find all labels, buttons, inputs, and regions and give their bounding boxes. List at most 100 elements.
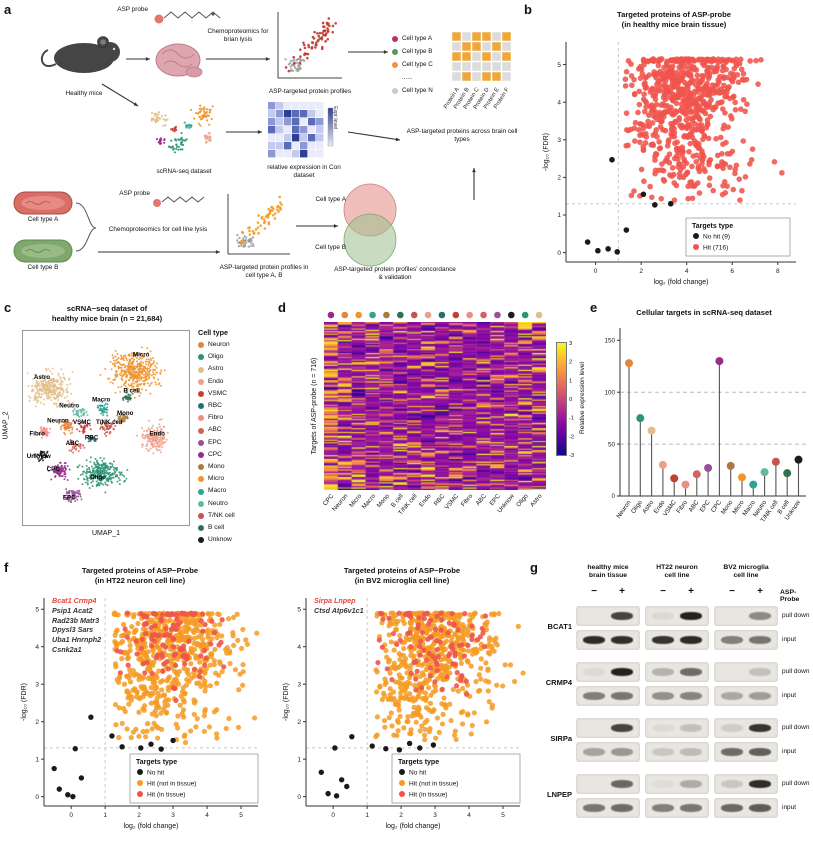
svg-text:2: 2 xyxy=(569,360,572,366)
panel-f-volcano-cell-lines: f Targeted proteins of ASP−Probe (in HT2… xyxy=(4,560,530,854)
svg-text:log₂ (fold change): log₂ (fold change) xyxy=(654,279,709,286)
svg-text:log₂ (fold change): log₂ (fold change) xyxy=(386,823,441,830)
svg-text:Targets of ASP-probe (n = 716): Targets of ASP-probe (n = 716) xyxy=(311,358,318,455)
svg-text:0: 0 xyxy=(331,812,335,819)
blot-strip xyxy=(645,630,709,650)
svg-text:VSMC: VSMC xyxy=(73,419,91,426)
blot-band xyxy=(749,804,771,812)
blot-band xyxy=(749,668,771,676)
svg-text:Fibro: Fibro xyxy=(460,492,475,508)
blot-column-header: healthy mice brain tissue xyxy=(587,564,629,580)
cell-type-legend-item: RBC xyxy=(198,400,276,412)
blot-band xyxy=(652,636,674,644)
panel-g-label: g xyxy=(530,560,538,575)
blot-strip xyxy=(576,606,640,626)
blot-strip xyxy=(714,774,778,794)
blot-strip xyxy=(714,662,778,682)
blot-band xyxy=(583,668,605,676)
svg-text:Micro: Micro xyxy=(348,492,363,509)
blot-strip xyxy=(576,630,640,650)
cell-type-legend-item: Astro xyxy=(198,363,276,375)
svg-text:Hit (in tissue): Hit (in tissue) xyxy=(409,792,447,799)
blot-band xyxy=(652,612,674,620)
svg-text:No hit (9): No hit (9) xyxy=(703,234,730,241)
blot-band xyxy=(749,724,771,732)
dish-b-label: Cell type B xyxy=(27,264,59,271)
svg-text:Targets type: Targets type xyxy=(136,759,177,766)
svg-text:0: 0 xyxy=(557,250,561,257)
svg-text:4: 4 xyxy=(205,812,209,819)
blot-band xyxy=(611,636,633,644)
svg-text:Targets type: Targets type xyxy=(692,223,733,230)
volcano-ht22-block: Targeted proteins of ASP−Probe (in HT22 … xyxy=(14,560,266,850)
blot-band xyxy=(749,612,771,620)
cell-type-legend-item: Micro xyxy=(198,473,276,485)
blot-column-header: HT22 neuron cell line xyxy=(656,564,698,580)
svg-text:4: 4 xyxy=(467,812,471,819)
svg-text:Endo: Endo xyxy=(149,431,165,438)
blot-band xyxy=(721,748,743,756)
bv2-gene-annotations: Sirpa Lnpep Ctsd Atp6v1c1 xyxy=(314,596,364,616)
across-cell-types-label: ASP-targeted proteins across brain cell … xyxy=(406,128,518,143)
blot-row-label: pull down xyxy=(782,612,810,619)
protein-name-label: LNPEP xyxy=(546,790,572,799)
panel-g-western-blots: g healthy mice brain tissue HT22 neuron cel… xyxy=(530,560,813,854)
dish-a-label: Cell type A xyxy=(27,216,59,223)
blot-band xyxy=(611,692,633,700)
expression-heatmap xyxy=(324,322,546,490)
blot-strip xyxy=(645,718,709,738)
protein-name-label: CRMP4 xyxy=(545,678,572,687)
svg-text:0: 0 xyxy=(69,812,73,819)
cell-type-legend-items: Neuron Oligo Astro Endo VSMC RBC Fibro ABC EPC CP… xyxy=(198,339,276,546)
blot-band xyxy=(721,724,743,732)
svg-text:No hit: No hit xyxy=(409,770,426,777)
svg-text:3: 3 xyxy=(557,137,561,144)
svg-text:T/NK cell: T/NK cell xyxy=(397,493,419,517)
blot-band xyxy=(680,804,702,812)
blot-strip xyxy=(714,606,778,626)
svg-text:1: 1 xyxy=(557,212,561,219)
svg-text:1: 1 xyxy=(365,812,369,819)
svg-text:8: 8 xyxy=(776,268,780,275)
svg-text:5: 5 xyxy=(239,812,243,819)
lollipop-title: Cellular targets in scRNA-seq dataset xyxy=(636,308,772,317)
blot-strip xyxy=(714,686,778,706)
blot-strip xyxy=(714,742,778,762)
umap-plot: Micro Astro Neutro Macro B cell Mono Neuron VSM… xyxy=(22,330,190,526)
concordance-label: ASP-targeted protein profiles' concordan… xyxy=(334,266,456,281)
svg-text:Unknow: Unknow xyxy=(496,492,516,514)
svg-text:-log₁₀ (FDR): -log₁₀ (FDR) xyxy=(283,683,290,721)
svg-text:2: 2 xyxy=(557,175,561,182)
ht22-gene-annotations: Bcat1 Crmp4 Psip1 Acat2 Rad23b Matr3 Dpy… xyxy=(52,596,101,655)
blot-band xyxy=(721,780,743,788)
mini-legend-item: Cell type B xyxy=(392,45,450,58)
svg-text:0: 0 xyxy=(569,397,572,403)
blot-band xyxy=(680,692,702,700)
umap-xaxis-label: UMAP_1 xyxy=(91,530,120,537)
asp-probe-header-label: ASP-Probe xyxy=(780,589,800,603)
svg-text:Neuron: Neuron xyxy=(47,417,69,424)
svg-text:4: 4 xyxy=(557,99,561,106)
blot-strip xyxy=(576,798,640,818)
blot-strip xyxy=(714,630,778,650)
svg-text:4: 4 xyxy=(35,644,39,651)
blot-grid: healthy mice brain tissue HT22 neuron cell … xyxy=(530,560,813,854)
cell-type-legend-item: Oligo xyxy=(198,351,276,363)
probe-minus-sign: − xyxy=(591,586,597,597)
svg-text:5: 5 xyxy=(297,606,301,613)
svg-text:RBC: RBC xyxy=(85,434,99,441)
panel-d-heatmap: d CPC Neuron Micro Macro Mono B cell T/NK cell… xyxy=(278,300,590,560)
svg-text:3: 3 xyxy=(35,681,39,688)
blot-band xyxy=(749,780,771,788)
blot-strip xyxy=(576,742,640,762)
svg-text:2: 2 xyxy=(35,719,39,726)
heatmap-colorbar xyxy=(556,342,567,456)
svg-text:0: 0 xyxy=(594,268,598,275)
blot-band xyxy=(583,636,605,644)
svg-text:6: 6 xyxy=(730,268,734,275)
svg-text:CPC: CPC xyxy=(47,466,61,473)
cell-type-legend: Cell type Neuron Oligo Astro Endo VSMC RBC Fib… xyxy=(198,328,276,546)
panel-b-volcano-brain: b Targeted proteins of ASP-probe (in hea… xyxy=(524,2,813,300)
blot-band xyxy=(611,748,633,756)
cell-type-mini-legend: Cell type A Cell type B Cell type C...... C… xyxy=(392,32,450,97)
